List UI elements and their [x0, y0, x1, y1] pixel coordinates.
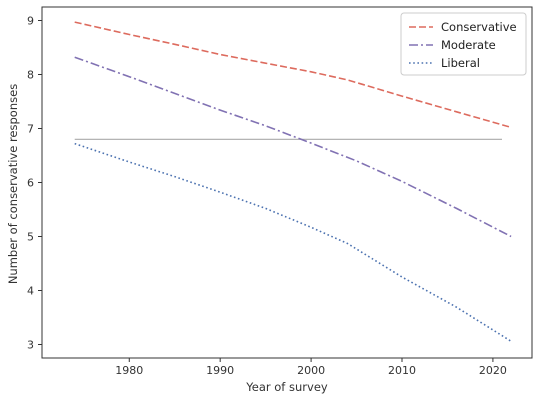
y-tick-label: 6	[27, 177, 34, 190]
legend-label: Liberal	[441, 56, 480, 70]
legend-label: Moderate	[441, 38, 496, 52]
y-tick-label: 8	[27, 69, 34, 82]
y-axis-label: Number of conservative responses	[6, 84, 20, 284]
legend-label: Conservative	[441, 20, 517, 34]
axes-layer: 1980 1990 2000 2010 2020 3 4 5 6 7 8 9	[27, 6, 533, 377]
x-tick-label: 1980	[115, 364, 143, 377]
x-tick-label: 2010	[388, 364, 416, 377]
series-line-conservative	[74, 21, 512, 129]
legend-box	[400, 12, 527, 76]
x-tick-label: 1990	[206, 364, 234, 377]
y-tick-label: 4	[27, 285, 34, 298]
x-tick-label: 2020	[479, 364, 507, 377]
series-line-moderate	[74, 56, 512, 238]
y-tick-label: 9	[27, 15, 34, 28]
y-tick-label: 5	[27, 231, 34, 244]
legend: Conservative Moderate Liberal	[400, 12, 527, 76]
x-axis-label: Year of survey	[245, 380, 328, 394]
x-tick-label: 2000	[297, 364, 325, 377]
y-tick-label: 7	[27, 123, 34, 136]
y-tick-label: 3	[27, 339, 34, 352]
series-layer	[74, 21, 512, 342]
